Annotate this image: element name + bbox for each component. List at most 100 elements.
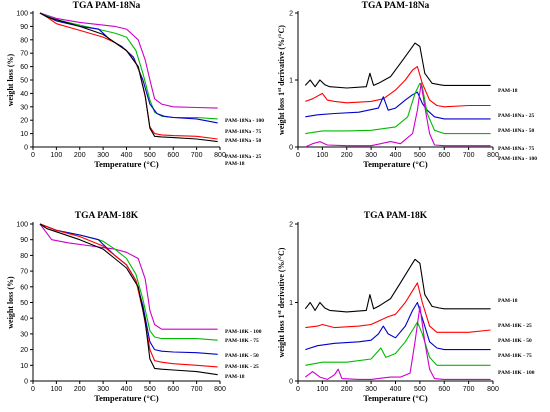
series-line xyxy=(39,12,218,120)
x-tick-label: 0 xyxy=(31,152,35,159)
series-line xyxy=(305,282,491,333)
series-label: PAM-18K - 75 xyxy=(225,338,259,344)
y-tick-label: 10 xyxy=(20,363,28,370)
series-line xyxy=(305,301,491,351)
x-tick-label: 400 xyxy=(121,386,133,393)
series-line xyxy=(39,12,218,143)
y-tick-label: 2 xyxy=(289,11,293,18)
x-tick-label: 300 xyxy=(365,152,377,159)
x-tick-label: 800 xyxy=(214,386,226,393)
x-axis-label: Temperature (°C) xyxy=(94,159,159,169)
series-line xyxy=(39,223,218,376)
series-line xyxy=(39,223,218,341)
series-label: PAM-18K - 50 xyxy=(225,353,259,359)
x-tick-label: 800 xyxy=(487,386,499,393)
y-tick-label: 1 xyxy=(289,78,293,85)
chart-3: 0 100 200 300 400 500 600 700 800 0 10 20 30 40 50 60 70… xyxy=(6,211,262,403)
y-axis-label: weight loss (%) xyxy=(6,53,15,106)
y-tick-label: 10 xyxy=(20,131,28,138)
series-line xyxy=(39,223,218,330)
x-tick-label: 500 xyxy=(414,386,426,393)
series-label: PAM-18Na - 50 xyxy=(225,138,261,144)
x-tick-label: 400 xyxy=(121,152,133,159)
series-line xyxy=(305,91,491,120)
x-tick-label: 600 xyxy=(167,386,179,393)
x-tick-label: 700 xyxy=(191,152,203,159)
y-tick-label: 100 xyxy=(16,11,28,18)
y-tick-label: 40 xyxy=(20,316,28,323)
series-line xyxy=(304,42,491,89)
y-tick-label: 40 xyxy=(20,91,28,98)
x-axis-label: Temperature (°C) xyxy=(363,393,428,403)
y-tick-label: 90 xyxy=(20,237,28,244)
x-tick-label: 700 xyxy=(463,152,475,159)
series-label: PAM-18Na - 100 xyxy=(498,156,537,162)
x-tick-label: 200 xyxy=(74,152,86,159)
y-axis-label: weight loss 1st derivative (%/°C) xyxy=(277,25,286,135)
x-tick-label: 800 xyxy=(487,152,499,159)
chart-1: 0 100 200 300 400 500 600 700 800 0 10 20 30 40 50 60 70… xyxy=(6,1,264,169)
x-tick-label: 100 xyxy=(317,386,329,393)
series-line xyxy=(305,321,491,366)
x-tick-label: 100 xyxy=(51,386,63,393)
x-tick-label: 100 xyxy=(51,152,63,159)
x-tick-label: 200 xyxy=(341,152,353,159)
series-label: PAM-18K - 25 xyxy=(498,323,532,329)
y-tick-label: 30 xyxy=(20,331,28,338)
series-line xyxy=(39,223,218,368)
y-tick-label: 70 xyxy=(20,269,28,276)
y-tick-label: 0 xyxy=(289,379,293,386)
series-label: PAM-18 xyxy=(225,161,245,167)
x-tick-label: 0 xyxy=(296,386,300,393)
y-axis-label: weight loss 1st derivative (%/°C) xyxy=(277,247,286,357)
x-tick-label: 700 xyxy=(191,386,203,393)
x-tick-label: 500 xyxy=(414,152,426,159)
y-tick-label: 50 xyxy=(20,78,28,85)
y-axis-label: weight loss (%) xyxy=(6,276,15,329)
series-line xyxy=(305,82,491,135)
chart-2: 0 100 200 300 400 500 600 700 800 0 1 2 TGA PAM-18Na… xyxy=(277,1,537,169)
series-line xyxy=(39,223,218,355)
x-tick-label: 200 xyxy=(341,386,353,393)
y-tick-label: 80 xyxy=(20,253,28,260)
series-label: PAM-18 xyxy=(498,88,518,94)
series-label: PAM-18Na - 50 xyxy=(498,128,534,134)
series-line xyxy=(39,12,218,109)
chart-4: 0 100 200 300 400 500 600 700 800 0 1 2 TGA PAM-18K T… xyxy=(277,211,535,403)
y-tick-label: 70 xyxy=(20,51,28,58)
series-label: PAM-18Na - 25 xyxy=(498,113,534,119)
y-tick-label: 50 xyxy=(20,300,28,307)
y-tick-label: 60 xyxy=(20,64,28,71)
series-label: PAM-18K - 25 xyxy=(225,364,259,370)
x-tick-label: 200 xyxy=(74,386,86,393)
x-tick-label: 600 xyxy=(438,152,450,159)
series-label: PAM-18 xyxy=(225,374,245,380)
series-line xyxy=(305,82,491,148)
chart-title: TGA PAM-18Na xyxy=(73,1,141,11)
series-label: PAM-18K - 75 xyxy=(498,353,532,359)
y-tick-label: 0 xyxy=(24,379,28,386)
series-label: PAM-18K - 100 xyxy=(498,370,535,376)
x-tick-label: 600 xyxy=(167,152,179,159)
x-tick-label: 600 xyxy=(438,386,450,393)
series-line xyxy=(304,305,491,380)
x-tick-label: 400 xyxy=(390,386,402,393)
series-label: PAM-18Na - 75 xyxy=(225,129,261,135)
chart-title: TGA PAM-18Na xyxy=(362,1,430,11)
y-tick-label: 0 xyxy=(24,145,28,152)
series-label: PAM-18 xyxy=(498,298,518,304)
series-label: PAM-18Na - 25 xyxy=(225,154,261,160)
x-tick-label: 300 xyxy=(365,386,377,393)
x-tick-label: 500 xyxy=(144,152,156,159)
series-line xyxy=(304,258,491,313)
x-tick-label: 400 xyxy=(390,152,402,159)
chart-title: TGA PAM-18K xyxy=(75,211,139,221)
y-tick-label: 0 xyxy=(289,145,293,152)
series-label: PAM-18K - 50 xyxy=(498,338,532,344)
x-axis-label: Temperature (°C) xyxy=(363,159,428,169)
y-tick-label: 1 xyxy=(289,300,293,307)
y-tick-label: 20 xyxy=(20,347,28,354)
x-tick-label: 100 xyxy=(317,152,329,159)
series-label: PAM-18Na - 100 xyxy=(225,118,264,124)
